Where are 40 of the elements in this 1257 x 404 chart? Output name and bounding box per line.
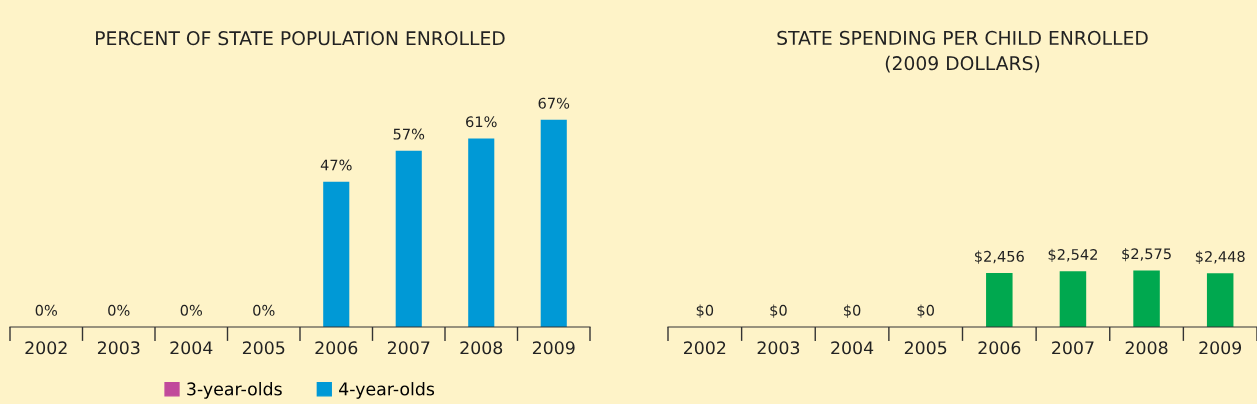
chart-title: PERCENT OF STATE POPULATION ENROLLED <box>96 31 505 46</box>
data-label: 47% <box>320 159 352 171</box>
data-label: $0 <box>843 304 861 318</box>
x-tick-label: 2008 <box>1125 341 1168 355</box>
data-label: 0% <box>180 304 203 316</box>
bar <box>540 119 567 327</box>
data-label: $0 <box>696 304 714 318</box>
x-tick-label: 2009 <box>1199 341 1242 355</box>
legend-label: 3-year-olds <box>187 382 282 399</box>
x-tick-label: 2005 <box>242 341 285 355</box>
data-label: 0% <box>108 304 130 316</box>
chart-title: STATE SPENDING PER CHILD ENROLLED (2009 DOLLARS) <box>777 30 1148 73</box>
x-tick-label: 2007 <box>387 341 430 355</box>
data-label: $2,456 <box>975 250 1024 264</box>
data-label: 61% <box>466 116 497 128</box>
x-tick-label: 2008 <box>460 341 503 355</box>
x-tick-label: 2009 <box>532 341 575 355</box>
data-label: 0% <box>253 304 275 316</box>
x-tick-label: 2003 <box>97 341 140 355</box>
x-tick-label: 2004 <box>170 341 213 355</box>
data-label: 67% <box>538 97 570 109</box>
data-label: 57% <box>393 128 425 140</box>
data-label: $2,542 <box>1048 248 1097 262</box>
x-tick-label: 2004 <box>831 341 874 355</box>
data-label: $0 <box>917 304 934 318</box>
x-tick-label: 2006 <box>315 341 358 355</box>
x-tick-label: 2005 <box>904 341 947 355</box>
x-tick-label: 2007 <box>1052 341 1094 355</box>
data-label: $0 <box>770 304 787 318</box>
x-tick-label: 2003 <box>757 341 800 355</box>
data-label: $2,575 <box>1122 247 1171 262</box>
data-label: 0% <box>35 304 58 316</box>
x-tick-label: 2002 <box>683 341 726 355</box>
x-tick-label: 2006 <box>978 341 1021 355</box>
bar <box>395 150 422 327</box>
bar <box>323 181 350 327</box>
legend-label: 4-year-olds <box>339 382 435 399</box>
bar <box>468 138 495 327</box>
data-label: $2,448 <box>1195 250 1245 264</box>
x-tick-label: 2002 <box>25 341 67 355</box>
